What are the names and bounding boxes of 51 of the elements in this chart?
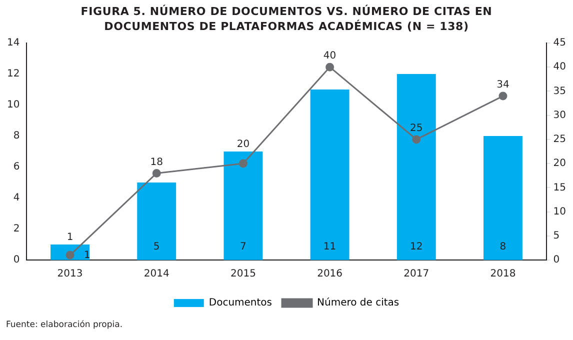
data-label: 34 [496, 80, 510, 91]
data-label: 5 [153, 242, 160, 253]
y2-tick-label: 0 [553, 254, 560, 266]
y2-tick-label: 35 [553, 86, 566, 97]
x-tick-label: 2016 [317, 268, 343, 280]
x-tick-label: 2015 [230, 268, 256, 280]
y2-tick-label: 10 [553, 206, 566, 218]
legend-label: Número de citas [317, 298, 400, 309]
source-note: Fuente: elaboración propia. [6, 320, 124, 330]
point [238, 159, 248, 168]
y-tick-label: 10 [6, 100, 20, 111]
data-label: 1 [84, 250, 90, 261]
data-label: 12 [410, 242, 423, 253]
data-label: 25 [410, 123, 423, 134]
point [66, 250, 74, 260]
y2-tick-label: 30 [553, 110, 566, 121]
y2-tick-label: 25 [553, 134, 566, 146]
y-tick-label: 2 [13, 224, 20, 235]
data-label: 8 [500, 242, 506, 253]
bar [483, 136, 522, 260]
y-tick-label: 4 [13, 192, 20, 204]
x-tick-label: 2018 [490, 268, 516, 280]
data-label: 11 [323, 242, 336, 253]
y-tick-label: 6 [13, 162, 20, 173]
point [498, 92, 508, 100]
x-tick-label: 2013 [57, 268, 83, 280]
y2-tick-label: 5 [553, 230, 560, 242]
point [152, 168, 161, 178]
data-label: 7 [240, 242, 246, 253]
chart-title: FIGURA 5. NÚMERO DE DOCUMENTOS VS. NÚMERO DE CITAS EN DOCUMENTOS DE PLATAFORMAS ACADÉMICAS (N = 138) [80, 4, 494, 34]
data-label: 40 [323, 50, 336, 62]
x-tick-label: 2017 [404, 268, 430, 280]
y2-tick-label: 40 [553, 62, 566, 73]
y-tick-label: 8 [13, 130, 20, 142]
point [412, 135, 421, 144]
bar [310, 90, 350, 260]
y2-tick-label: 20 [553, 158, 566, 170]
bar [396, 74, 436, 260]
bar [137, 182, 176, 260]
data-label: 1 [66, 232, 74, 244]
y-tick-label: 0 [13, 254, 20, 266]
data-label: 20 [236, 139, 250, 150]
x-tick-label: 2014 [144, 268, 170, 280]
legend-label: Documentos [208, 298, 272, 309]
data-label: 18 [150, 156, 163, 168]
y2-tick-label: 15 [553, 182, 566, 194]
y2-tick-label: 45 [553, 38, 566, 49]
bar [224, 152, 263, 260]
point [326, 62, 334, 72]
y-tick-label: 14 [6, 38, 20, 49]
y-tick-label: 12 [6, 68, 20, 80]
